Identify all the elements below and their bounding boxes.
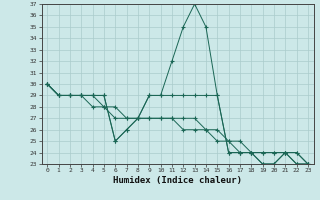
X-axis label: Humidex (Indice chaleur): Humidex (Indice chaleur) [113,176,242,185]
